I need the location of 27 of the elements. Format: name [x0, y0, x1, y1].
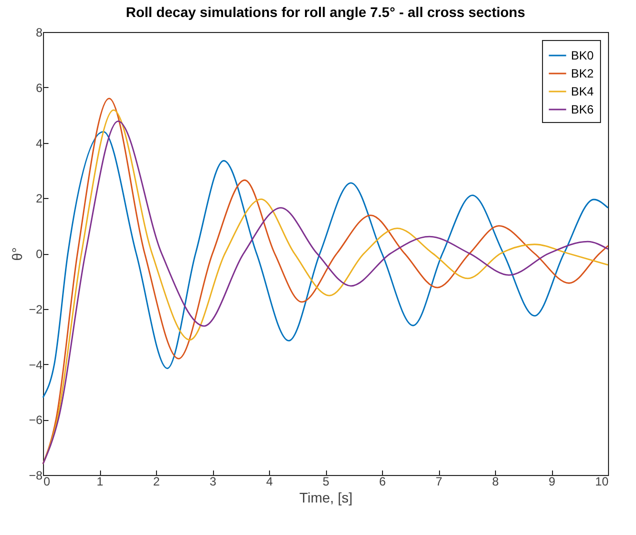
y-tick-label: 0 [36, 247, 43, 261]
x-tick-label: 4 [266, 474, 274, 488]
y-tick-label: 6 [36, 80, 43, 95]
legend-label: BK2 [571, 66, 594, 80]
legend-label: BK6 [571, 102, 594, 116]
legend-label: BK0 [571, 48, 594, 62]
x-tick-label: 1 [96, 474, 104, 488]
y-tick-label: 2 [36, 192, 43, 206]
y-axis-title: θ° [8, 247, 25, 261]
x-tick-label: 10 [595, 474, 609, 488]
y-tick-label: 4 [36, 136, 43, 150]
x-tick-label: 7 [436, 474, 443, 488]
x-tick-label: 9 [548, 474, 556, 488]
chart-title: Roll decay simulations for roll angle 7.5° - all cross sections [126, 4, 526, 20]
x-tick-label: 3 [210, 474, 217, 488]
y-tick-label: 8 [36, 26, 43, 40]
x-axis-title: Time, [s] [299, 490, 353, 506]
y-tick-label: −6 [28, 413, 43, 428]
legend-label: BK4 [571, 84, 594, 98]
x-tick-label: 8 [492, 474, 500, 488]
y-tick-label: −8 [28, 468, 43, 482]
y-tick-label: −2 [28, 302, 43, 316]
x-tick-label: 2 [153, 474, 160, 488]
y-tick-label: −4 [28, 358, 43, 372]
x-tick-label: 6 [379, 474, 386, 488]
x-tick-label: 5 [322, 474, 330, 488]
line-series [42, 130, 609, 398]
